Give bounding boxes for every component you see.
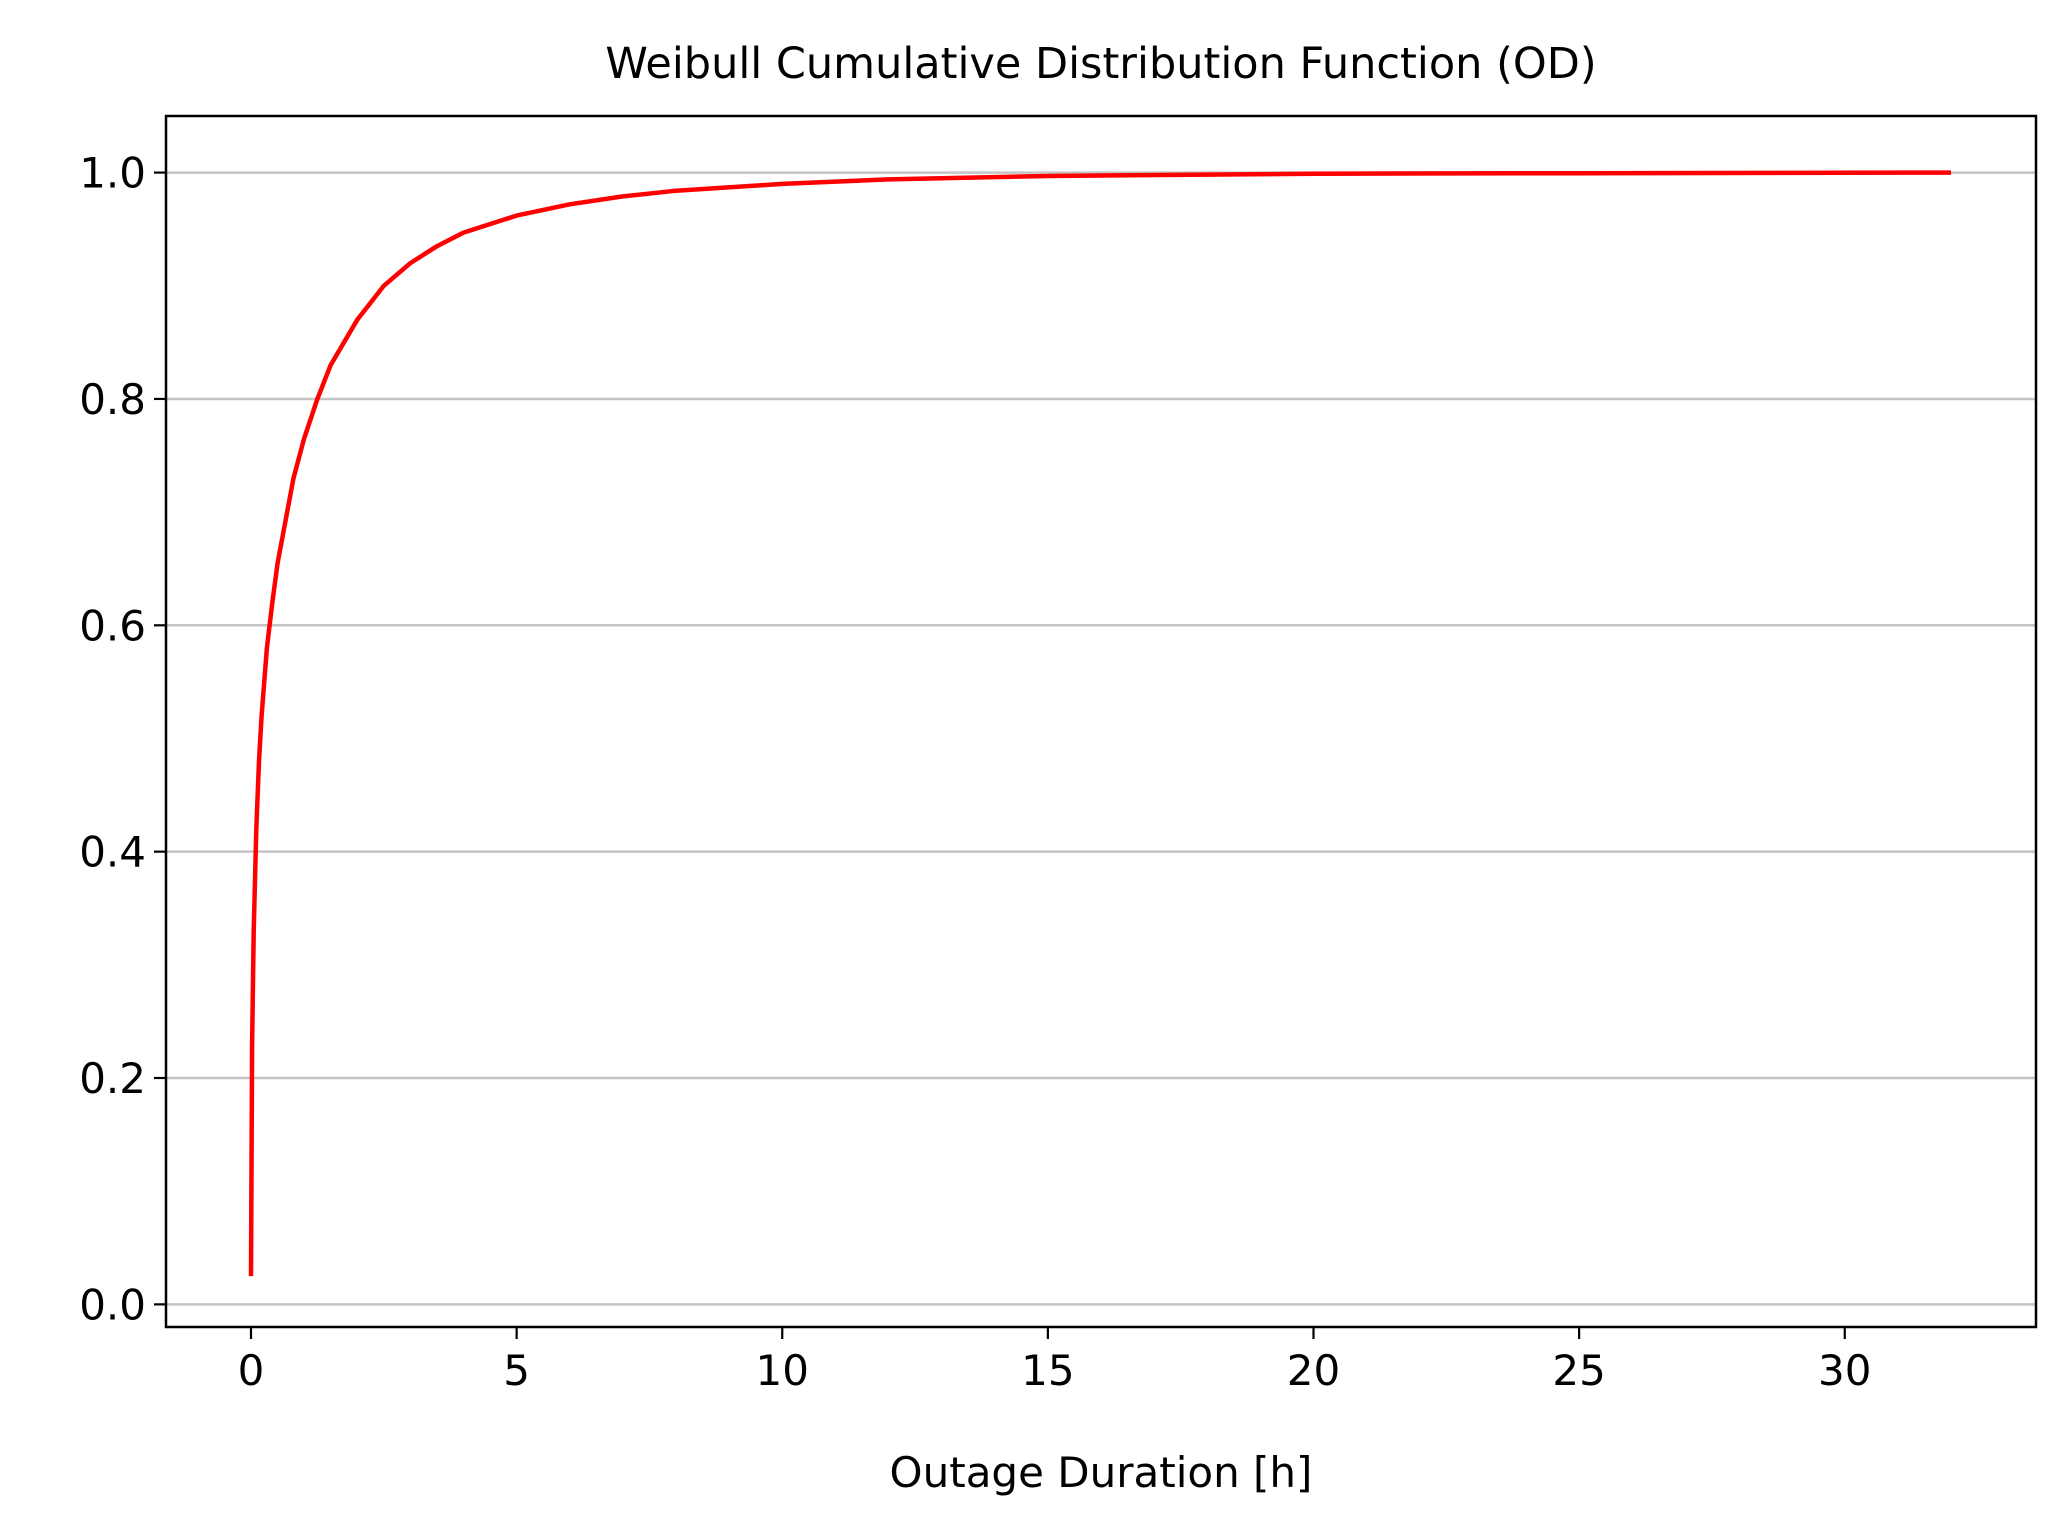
y-tick-label: 0.2 [79,1054,146,1103]
y-tick-label: 1.0 [79,149,146,198]
x-axis-label: Outage Duration [h] [890,1448,1313,1497]
grid-lines [166,171,2036,1306]
y-tick-label: 0.0 [79,1280,146,1329]
y-tick-label: 0.4 [79,828,146,877]
plot-frame [164,114,2038,1329]
x-tick-label: 5 [503,1346,530,1395]
x-tick-label: 10 [756,1346,809,1395]
x-tick-label: 25 [1552,1346,1605,1395]
x-tick-label: 0 [238,1346,265,1395]
x-tick-label: 20 [1287,1346,1340,1395]
series-line [248,170,1952,1277]
y-axis-ticks: 0.0 0.2 0.4 0.6 0.8 1.0 [79,149,166,1329]
x-axis-ticks: 0 5 10 15 20 25 30 [238,1327,1871,1395]
y-tick-label: 0.8 [79,375,146,424]
series-layer [248,170,1952,1277]
y-tick-label: 0.6 [79,601,146,650]
x-tick-label: 30 [1818,1346,1871,1395]
chart-title: Weibull Cumulative Distribution Function… [605,39,1596,89]
x-tick-label: 15 [1021,1346,1074,1395]
